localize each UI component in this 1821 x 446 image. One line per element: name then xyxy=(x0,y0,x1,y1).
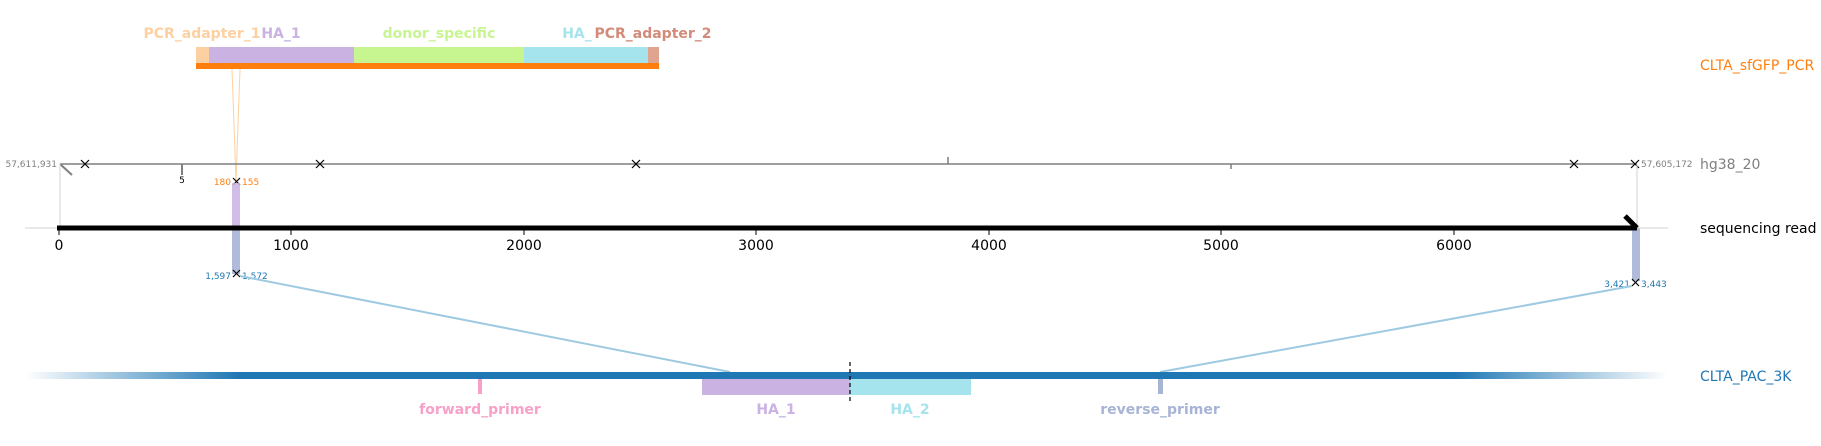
genome-orange-left-coord: 180 xyxy=(214,178,231,188)
amplicon-pcr-adapter-2-block xyxy=(648,47,659,63)
amplicon-label-ha-1: HA_1 xyxy=(261,26,300,42)
target-reverse-primer-block xyxy=(1158,379,1163,394)
read-axis-tick-label: 3000 xyxy=(738,238,774,254)
read-alignment-block-orange xyxy=(232,183,240,228)
amplicon-label-donor-specific: donor_specific xyxy=(383,26,496,42)
genome-end-coordinate: 57,605,172 xyxy=(1641,160,1693,170)
amplicon-pcr-adapter-1-block xyxy=(196,47,209,63)
read-axis-tick-label: 4000 xyxy=(971,238,1007,254)
read-blue-2-left-coord: 3,421 xyxy=(1604,280,1630,290)
amplicon-label-ha-2: HA_ xyxy=(562,26,592,42)
target-label-ha-1: HA_1 xyxy=(756,402,795,418)
amplicon-label-pcr-adapter-2: PCR_adapter_2 xyxy=(594,26,711,42)
read-arrow-head xyxy=(1623,214,1639,230)
target-bar xyxy=(25,372,1668,379)
amplicon-ha-1-block xyxy=(209,47,354,63)
amplicon-genome-connection xyxy=(231,68,241,182)
genome-small-label: 5 xyxy=(179,176,185,186)
read-blue-2-right-coord: 3,443 xyxy=(1641,280,1667,290)
read-track: 0 1000 2000 3000 4000 5000 6000 1,597 1,… xyxy=(25,214,1668,290)
target-forward-primer-block xyxy=(478,379,482,394)
amplicon-bar xyxy=(196,63,659,69)
target-ha-2-block xyxy=(850,379,971,395)
track-label-target: CLTA_PAC_3K xyxy=(1700,369,1792,385)
read-axis-ticks xyxy=(58,230,1455,235)
read-axis-tick-label: 0 xyxy=(55,238,64,254)
track-label-genome: hg38_20 xyxy=(1700,157,1760,173)
read-target-connection xyxy=(239,275,1633,373)
read-axis-tick-label: 6000 xyxy=(1436,238,1472,254)
target-label-reverse-primer: reverse_primer xyxy=(1100,402,1220,418)
read-axis-tick-label: 2000 xyxy=(506,238,542,254)
read-axis-tick-label: 1000 xyxy=(273,238,309,254)
genome-start-coordinate: 57,611,931 xyxy=(5,160,57,170)
amplicon-ha-2-block xyxy=(524,47,648,63)
genome-cross-marks xyxy=(80,159,1640,186)
track-label-read: sequencing read xyxy=(1700,221,1816,237)
read-blue-1-left-coord: 1,597 xyxy=(205,272,231,282)
target-track: forward_primer HA_1 HA_2 reverse_primer xyxy=(25,362,1668,418)
read-blue-1-right-coord: 1,572 xyxy=(242,272,268,282)
genome-orange-right-coord: 155 xyxy=(242,178,259,188)
amplicon-label-pcr-adapter-1: PCR_adapter_1 xyxy=(143,26,260,42)
target-label-ha-2: HA_2 xyxy=(890,402,929,418)
target-ha-1-block xyxy=(702,379,850,395)
read-alignment-block-blue-1 xyxy=(232,228,240,274)
read-alignment-block-blue-2 xyxy=(1632,228,1640,281)
read-axis-tick-label: 5000 xyxy=(1203,238,1239,254)
track-label-amplicon: CLTA_sfGFP_PCR xyxy=(1700,58,1814,74)
amplicon-donor-specific-block xyxy=(354,47,524,63)
amplicon-track: PCR_adapter_1 HA_1 donor_specific HA_ PC… xyxy=(143,26,712,69)
target-label-forward-primer: forward_primer xyxy=(419,402,541,418)
genome-track: 57,611,931 57,605,172 5 180 155 xyxy=(5,157,1693,188)
